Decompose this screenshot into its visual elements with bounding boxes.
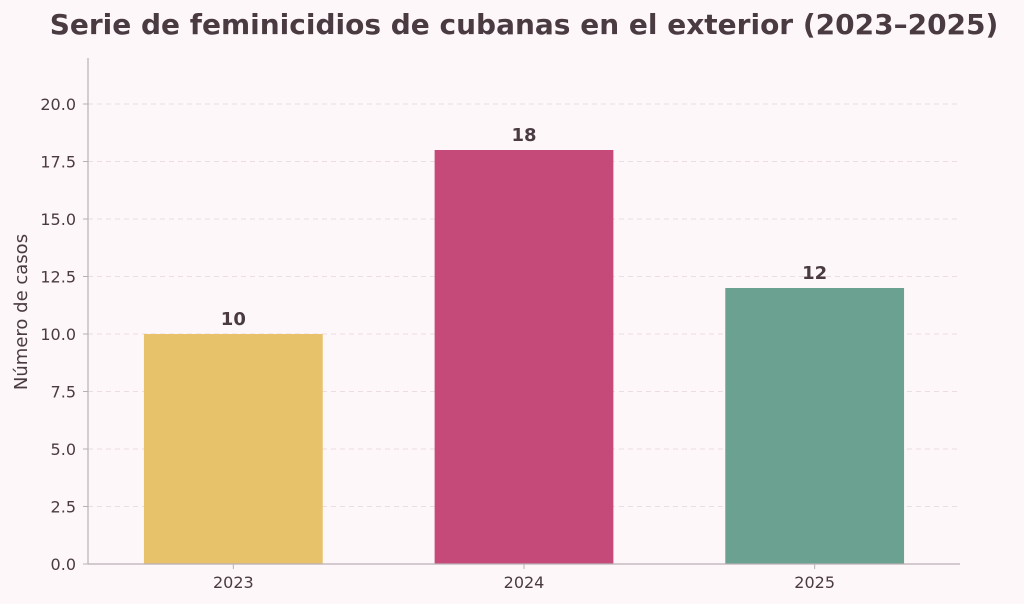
y-tick-label: 2.5 xyxy=(51,498,76,517)
bar-2025 xyxy=(725,288,905,564)
y-tick-label: 5.0 xyxy=(51,440,76,459)
y-axis-ticks: 0.0 2.5 5.0 7.5 10.0 12.5 15.0 17.5 20.0 xyxy=(40,95,88,574)
x-tick-label: 2025 xyxy=(794,573,835,592)
y-tick-label: 0.0 xyxy=(51,555,76,574)
y-tick-label: 15.0 xyxy=(40,210,76,229)
x-tick-label: 2023 xyxy=(213,573,254,592)
value-label: 18 xyxy=(511,125,536,146)
bar-2024 xyxy=(434,150,614,564)
x-tick-label: 2024 xyxy=(504,573,545,592)
y-tick-label: 7.5 xyxy=(51,383,76,402)
y-tick-label: 12.5 xyxy=(40,268,76,287)
bar-2023 xyxy=(143,334,323,564)
chart-title: Serie de feminicidios de cubanas en el e… xyxy=(50,8,999,41)
x-axis-ticks: 2023 2024 2025 xyxy=(213,564,835,592)
bars xyxy=(143,150,905,564)
y-axis-label: Número de casos xyxy=(11,234,32,390)
value-label: 10 xyxy=(221,309,246,330)
y-tick-label: 10.0 xyxy=(40,325,76,344)
value-label: 12 xyxy=(802,263,827,284)
y-tick-label: 17.5 xyxy=(40,153,76,172)
value-labels: 10 18 12 xyxy=(221,125,827,330)
y-tick-label: 20.0 xyxy=(40,95,76,114)
